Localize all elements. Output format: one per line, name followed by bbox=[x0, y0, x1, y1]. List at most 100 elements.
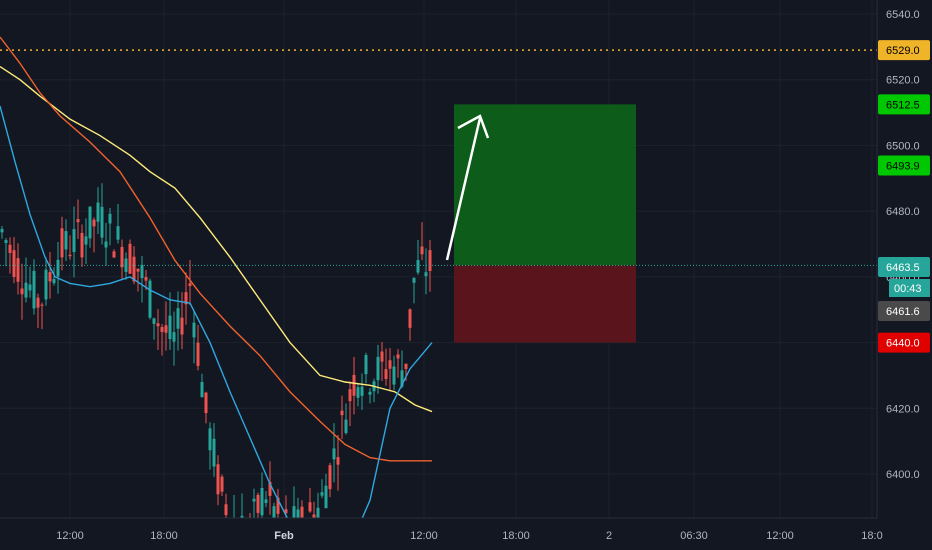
candle-up bbox=[176, 308, 180, 329]
candle-down bbox=[216, 464, 220, 495]
candle-up bbox=[152, 318, 156, 324]
candle-up bbox=[140, 264, 144, 279]
candle-down bbox=[184, 292, 188, 305]
candle-up bbox=[260, 488, 264, 516]
candle-down bbox=[336, 457, 340, 465]
candle-up bbox=[272, 506, 276, 518]
loss-zone[interactable] bbox=[454, 265, 636, 343]
candle-up bbox=[320, 492, 324, 496]
candle-down bbox=[16, 258, 20, 282]
candle-down bbox=[204, 392, 208, 414]
candle-down bbox=[312, 514, 316, 518]
candle-down bbox=[300, 506, 304, 518]
candle-down bbox=[136, 268, 140, 272]
candle-down bbox=[188, 283, 192, 287]
time-tick-label: 18:0 bbox=[861, 530, 882, 542]
arrow-head bbox=[457, 114, 490, 139]
candle-down bbox=[20, 288, 24, 295]
time-tick-label: 12:00 bbox=[766, 530, 794, 542]
price-tick-label: 6420.0 bbox=[886, 403, 920, 415]
candle-up bbox=[32, 270, 36, 309]
candle-down bbox=[284, 509, 288, 514]
time-tick-label: Feb bbox=[274, 530, 294, 542]
candle-down bbox=[352, 374, 356, 396]
candle-up bbox=[412, 277, 416, 283]
candle-down bbox=[384, 369, 388, 379]
candle-up bbox=[360, 386, 364, 396]
candle-down bbox=[348, 389, 352, 402]
candle-up bbox=[292, 506, 296, 518]
candle-down bbox=[224, 504, 228, 516]
candle-down bbox=[180, 317, 184, 335]
candle-up bbox=[208, 428, 212, 451]
long-position-tool[interactable] bbox=[454, 104, 636, 343]
price-tick-label: 6400.0 bbox=[886, 469, 920, 481]
candle-up bbox=[356, 387, 360, 398]
candle-down bbox=[196, 342, 200, 366]
price-tick-label: 6480.0 bbox=[886, 206, 920, 218]
candle-down bbox=[132, 256, 136, 282]
arrow-drawing[interactable] bbox=[445, 114, 490, 261]
candle-down bbox=[144, 277, 148, 281]
candle-up bbox=[88, 206, 92, 239]
candle-up bbox=[108, 213, 112, 224]
price-tags: 6529.0 6512.5 6493.9 6463.5 6461.6 6440.0 00:4… bbox=[878, 40, 930, 353]
candle-up bbox=[148, 280, 152, 318]
candle-down bbox=[156, 323, 160, 327]
time-tick-label: 2 bbox=[606, 530, 612, 542]
candle-up bbox=[96, 202, 100, 222]
candle-down bbox=[380, 351, 384, 362]
candle-up bbox=[368, 391, 372, 395]
price-tag-label: 6461.6 bbox=[886, 306, 920, 318]
price-tag bbox=[878, 94, 930, 115]
candle-down bbox=[40, 304, 44, 306]
candle-up bbox=[172, 332, 176, 342]
candle-up bbox=[392, 366, 396, 385]
price-tag bbox=[878, 301, 930, 321]
candle-down bbox=[328, 465, 332, 490]
profit-zone[interactable] bbox=[454, 104, 636, 266]
candle-up bbox=[200, 382, 204, 398]
moving-average-line-2 bbox=[0, 36, 432, 462]
candle-down bbox=[256, 494, 260, 513]
candle-up bbox=[324, 485, 328, 509]
time-axis[interactable]: 12:00 18:00 Feb 12:00 18:00 2 06:30 12:00 18:0 bbox=[0, 517, 932, 550]
candle-up bbox=[212, 438, 216, 467]
candle-down bbox=[36, 297, 40, 308]
candle-down bbox=[408, 309, 412, 328]
candle-up bbox=[56, 259, 60, 277]
candle-down bbox=[120, 246, 124, 268]
candle-down bbox=[276, 497, 280, 514]
candle-down bbox=[340, 410, 344, 416]
price-tag-label: 6512.5 bbox=[886, 99, 920, 111]
candle-up bbox=[264, 499, 268, 503]
candle-up bbox=[168, 315, 172, 340]
candle-up bbox=[252, 498, 256, 502]
candle-up bbox=[64, 231, 68, 250]
candle-up bbox=[344, 419, 348, 434]
candle-down bbox=[60, 228, 64, 258]
time-axis-bg bbox=[0, 518, 932, 550]
candle-down bbox=[160, 327, 164, 332]
horizontal-lines bbox=[0, 49, 877, 266]
candle-down bbox=[112, 251, 116, 258]
candlesticks bbox=[0, 183, 432, 518]
candle-up bbox=[400, 370, 404, 387]
price-tag bbox=[878, 40, 930, 61]
candle-up bbox=[4, 240, 8, 243]
candle-up bbox=[416, 260, 420, 273]
candle-down bbox=[420, 246, 424, 255]
candle-up bbox=[296, 509, 300, 518]
candle-up bbox=[364, 355, 368, 375]
price-tag-label: 6493.9 bbox=[886, 160, 920, 172]
candle-up bbox=[24, 282, 28, 298]
time-tick-label: 18:00 bbox=[502, 530, 530, 542]
candle-down bbox=[92, 219, 96, 227]
candle-down bbox=[396, 354, 400, 359]
price-tag bbox=[878, 155, 930, 176]
candle-down bbox=[8, 244, 12, 254]
candle-down bbox=[12, 250, 16, 277]
price-tag-label: 6440.0 bbox=[886, 338, 920, 350]
candle-up bbox=[332, 448, 336, 460]
